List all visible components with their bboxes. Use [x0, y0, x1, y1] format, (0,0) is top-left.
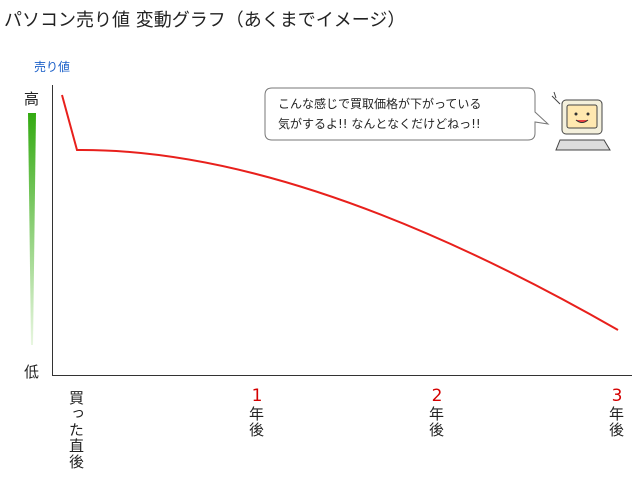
x-label-number: 2 — [431, 386, 443, 406]
title: パソコン売り値 変動グラフ（あくまでイメージ） — [4, 10, 406, 31]
bubble-text: 気がするよ!! なんとなくだけどねっ!! — [278, 117, 481, 131]
y-low-label: 低 — [24, 363, 40, 381]
x-label: 年後 — [607, 406, 625, 438]
x-label: 年後 — [427, 406, 445, 438]
price-curve — [61, 94, 619, 331]
y-high-label: 高 — [24, 90, 40, 108]
x-label: 年後 — [247, 406, 265, 438]
x-label: 買った直後 — [67, 390, 85, 470]
x-label-number: 1 — [251, 386, 263, 406]
y-axis-label: 売り値 — [34, 60, 71, 74]
bubble-text: こんな感じで買取価格が下がっている — [278, 97, 482, 111]
x-label-number: 3 — [611, 386, 623, 406]
gradient-bar — [28, 113, 36, 345]
computer-icon — [551, 91, 611, 151]
speech-bubble — [264, 87, 550, 141]
